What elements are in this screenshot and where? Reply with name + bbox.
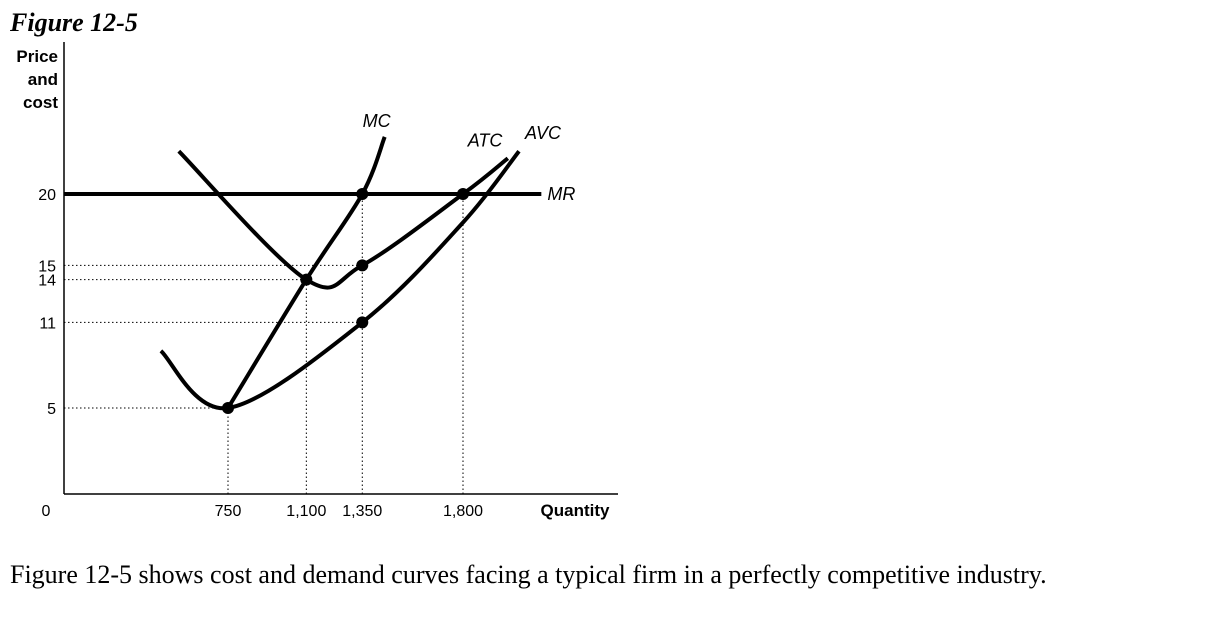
y-axis-label-line-3: cost [23, 93, 58, 112]
axes [63, 42, 618, 495]
guide-lines [64, 194, 464, 494]
mr-curve-label: MR [547, 184, 575, 204]
y-tick-label-5: 5 [47, 401, 56, 418]
mc-curve-label: MC [363, 111, 392, 131]
y-tick-label-15: 15 [38, 258, 56, 275]
atc-curve-label: ATC [467, 130, 504, 150]
atc-curve [177, 149, 510, 290]
figure-caption: Figure 12-5 shows cost and demand curves… [10, 560, 1047, 589]
x-axis-label: Quantity [541, 501, 610, 520]
marked-point-3 [356, 259, 369, 272]
marked-point-4 [356, 316, 369, 329]
marked-point-0 [222, 402, 234, 414]
marked-point-5 [457, 188, 469, 200]
y-tick-label-11: 11 [39, 315, 56, 332]
origin-label: 0 [42, 503, 51, 520]
y-axis-label-line-2: and [28, 70, 58, 89]
marked-points [222, 188, 469, 414]
x-tick-label-1800: 1,800 [443, 503, 483, 520]
avc-curve-label: AVC [524, 123, 562, 143]
y-axis-label-line-1: Price [16, 47, 58, 66]
labels: Price and cost Quantity 0 MC ATC AVC MR [16, 47, 610, 520]
x-tick-label-1100: 1,100 [286, 503, 326, 520]
figure-title: Figure 12-5 [10, 8, 138, 37]
marked-point-1 [300, 273, 313, 286]
mc-curve [226, 136, 387, 410]
y-tick-label-14: 14 [38, 273, 56, 290]
curves [64, 136, 542, 411]
y-tick-label-20: 20 [38, 187, 56, 204]
x-tick-label-750: 750 [215, 503, 242, 520]
cost-curves-chart: Price and cost Quantity 0 MC ATC AVC MR 5 11… [16, 42, 618, 520]
x-tick-label-1350: 1,350 [342, 503, 382, 520]
marked-point-2 [356, 188, 369, 200]
